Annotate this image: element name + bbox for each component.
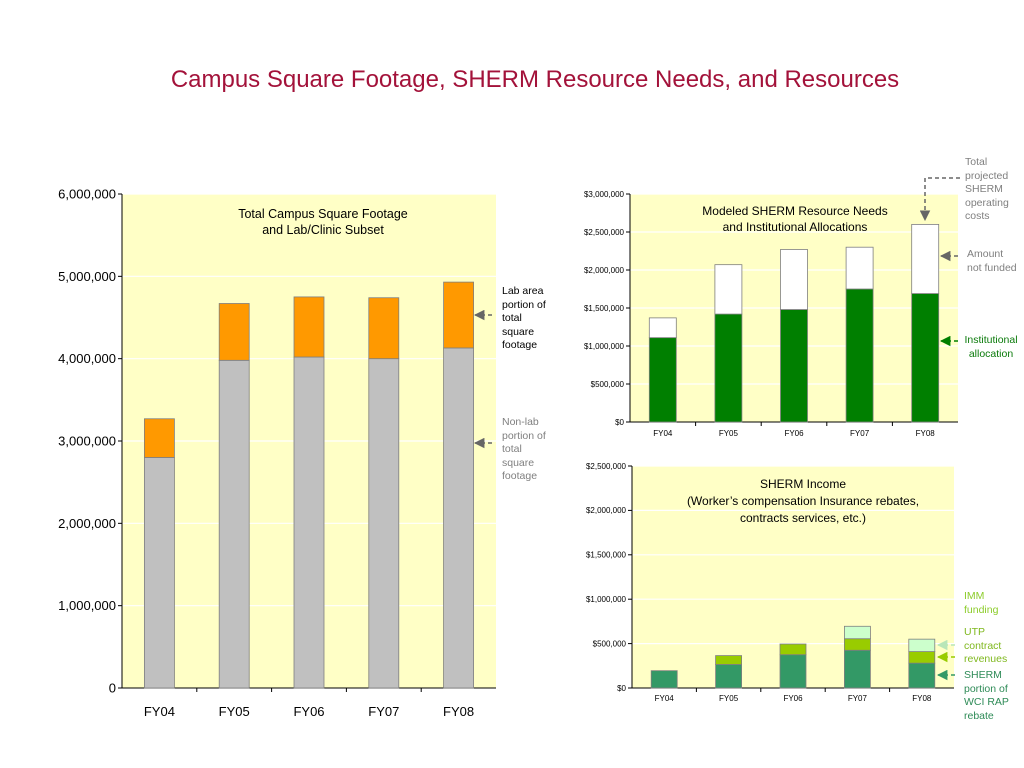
utp-contract-annotation: UTP contract revenues (964, 626, 1008, 665)
resource-needs-bar-fy07-s0 (845, 288, 874, 423)
page-title: Campus Square Footage, SHERM Resource Ne… (170, 66, 900, 93)
sherm-income-ytick-label: $2,500,000 (586, 462, 627, 471)
square-footage-category-label: FY07 (368, 704, 399, 719)
amount-not-funded-annotation: Amount not funded (967, 248, 1017, 274)
sherm-income-category-label: FY04 (655, 694, 675, 703)
resource-needs-ytick-label: $500,000 (591, 380, 625, 389)
sherm-income-bar-fy08-s0 (908, 662, 936, 689)
square-footage-ytick-label: 3,000,000 (58, 434, 116, 449)
square-footage-chart: 0 1,000,000 2,000,000 3,000,000 4,000,000 5,0… (58, 187, 496, 719)
square-footage-ytick-label: 0 (109, 681, 116, 696)
sherm-income-ytick-label: $500,000 (593, 639, 627, 648)
square-footage-bar-fy07-s0 (368, 358, 400, 689)
sherm-income-bar-fy06-s1 (779, 643, 807, 656)
sherm-income-bar-fy04-s0 (650, 670, 678, 689)
square-footage-bar-fy08-s1 (443, 281, 475, 349)
resource-needs-chart-title: Modeled SHERM Resource Needs and Institut… (702, 204, 887, 234)
square-footage-category-label: FY04 (144, 704, 175, 719)
square-footage-bar-fy06-s0 (293, 356, 325, 689)
sherm-income-ytick-label: $0 (617, 684, 626, 693)
resource-needs-bar-fy07-s1 (845, 246, 874, 290)
institutional-allocation-annotation: Institutional allocation (964, 334, 1018, 360)
square-footage-bar-fy08-s0 (443, 347, 475, 689)
resource-needs-ytick-label: $2,500,000 (584, 228, 625, 237)
square-footage-bar-fy06-s1 (293, 296, 325, 358)
resource-needs-category-label: FY08 (916, 429, 936, 438)
resource-needs-bar-fy05-s0 (714, 313, 743, 423)
sherm-income-ytick-label: $1,500,000 (586, 551, 627, 560)
sherm-income-category-label: FY05 (719, 694, 739, 703)
square-footage-category-label: FY05 (219, 704, 250, 719)
lab-area-annotation: Lab area portion of total square footage (502, 285, 546, 351)
square-footage-ytick-label: 1,000,000 (58, 598, 116, 613)
resource-needs-category-label: FY04 (653, 429, 673, 438)
resource-needs-bar-fy08-s0 (911, 293, 940, 423)
sherm-income-bar-fy07-s0 (844, 649, 871, 689)
square-footage-ytick-label: 4,000,000 (58, 351, 116, 366)
resource-needs-bar-fy08-s1 (911, 223, 940, 294)
resource-needs-ytick-label: $2,000,000 (584, 266, 625, 275)
annotation-arrows (473, 177, 960, 681)
resource-needs-category-label: FY05 (719, 429, 739, 438)
sherm-income-chart: $0 $500,000 $1,000,000 $1,500,000 $2,000,000… (586, 462, 954, 703)
sherm-income-category-label: FY08 (912, 694, 932, 703)
sherm-income-bar-fy08-s2 (908, 638, 936, 652)
non-lab-annotation: Non-lab portion of total square footage (502, 416, 546, 482)
square-footage-bar-fy07-s1 (368, 297, 400, 360)
square-footage-ytick-label: 6,000,000 (58, 187, 116, 202)
resource-needs-ytick-label: $0 (615, 418, 624, 427)
resource-needs-bar-fy06-s1 (780, 249, 808, 310)
sherm-income-bar-fy07-s1 (844, 638, 871, 651)
resource-needs-chart: $0 $500,000 $1,000,000 $1,500,000 $2,000,000… (584, 190, 958, 438)
sherm-income-chart-title: SHERM Income (Worker’s compensation Insur… (687, 477, 919, 525)
square-footage-chart-title: Total Campus Square Footage and Lab/Clini… (238, 207, 408, 237)
square-footage-ytick-label: 2,000,000 (58, 516, 116, 531)
sherm-income-category-label: FY07 (848, 694, 868, 703)
sherm-income-ytick-label: $2,000,000 (586, 506, 627, 515)
imm-funding-annotation: IMM funding (964, 590, 999, 616)
square-footage-bar-fy05-s1 (218, 303, 250, 361)
resource-needs-bar-fy05-s1 (714, 264, 743, 315)
resource-needs-ytick-label: $1,500,000 (584, 304, 625, 313)
resource-needs-category-label: FY06 (784, 429, 804, 438)
resource-needs-ytick-label: $3,000,000 (584, 190, 625, 199)
square-footage-bar-fy04-s0 (143, 457, 175, 689)
sherm-income-bar-fy05-s0 (715, 664, 742, 689)
resource-needs-category-label: FY07 (850, 429, 870, 438)
sherm-income-category-label: FY06 (783, 694, 803, 703)
square-footage-bar-fy05-s0 (218, 359, 250, 689)
resource-needs-bar-fy04-s0 (648, 337, 677, 423)
sherm-income-bar-fy07-s2 (844, 625, 871, 640)
total-projected-arrow (919, 177, 960, 222)
resource-needs-bar-fy04-s1 (648, 317, 677, 339)
total-projected-annotation: Total projected SHERM operating costs (965, 156, 1009, 222)
sherm-income-bar-fy08-s1 (908, 651, 936, 664)
resource-needs-bar-fy06-s0 (780, 309, 808, 423)
sherm-wci-annotation: SHERM portion of WCI RAP rebate (964, 669, 1009, 722)
sherm-income-ytick-label: $1,000,000 (586, 595, 627, 604)
square-footage-ytick-label: 5,000,000 (58, 269, 116, 284)
sherm-income-bar-fy06-s0 (779, 654, 807, 689)
square-footage-category-label: FY06 (293, 704, 324, 719)
sherm-income-bar-fy05-s1 (715, 655, 742, 665)
square-footage-category-label: FY08 (443, 704, 474, 719)
square-footage-bar-fy04-s1 (143, 418, 175, 458)
resource-needs-ytick-label: $1,000,000 (584, 342, 625, 351)
